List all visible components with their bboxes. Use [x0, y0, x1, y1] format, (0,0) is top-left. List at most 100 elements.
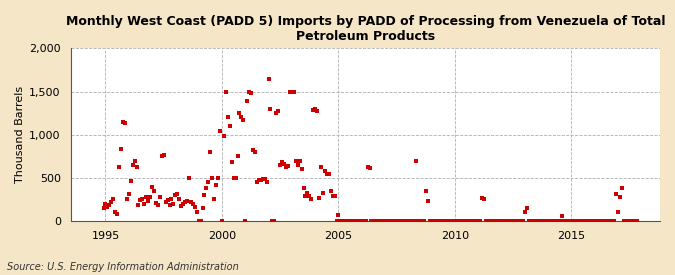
Point — [440, 219, 451, 223]
Point — [547, 219, 558, 223]
Point — [481, 219, 491, 223]
Point — [378, 219, 389, 223]
Point — [316, 165, 327, 170]
Point — [477, 196, 487, 200]
Point — [193, 219, 204, 223]
Text: Source: U.S. Energy Information Administration: Source: U.S. Energy Information Administ… — [7, 262, 238, 272]
Point — [430, 219, 441, 223]
Point — [335, 219, 346, 223]
Point — [504, 219, 515, 223]
Point — [539, 219, 549, 223]
Point — [236, 115, 247, 120]
Point — [362, 165, 373, 170]
Point — [319, 169, 330, 173]
Point — [485, 219, 495, 223]
Point — [174, 197, 185, 202]
Point — [531, 219, 542, 223]
Point — [372, 219, 383, 223]
Point — [487, 219, 497, 223]
Point — [117, 120, 128, 124]
Point — [425, 219, 435, 223]
Point — [403, 219, 414, 223]
Point — [407, 219, 418, 223]
Point — [356, 219, 367, 223]
Point — [512, 219, 522, 223]
Point — [141, 195, 152, 199]
Point — [467, 219, 478, 223]
Point — [454, 219, 464, 223]
Point — [379, 219, 390, 223]
Point — [129, 158, 140, 163]
Point — [119, 121, 130, 126]
Title: Monthly West Coast (PADD 5) Imports by PADD of Processing from Venezuela of Tota: Monthly West Coast (PADD 5) Imports by P… — [65, 15, 665, 43]
Point — [552, 219, 563, 223]
Point — [438, 219, 449, 223]
Point — [213, 176, 223, 180]
Point — [143, 199, 154, 204]
Point — [609, 219, 620, 223]
Point — [603, 219, 614, 223]
Point — [545, 219, 556, 223]
Point — [518, 219, 529, 223]
Point — [527, 219, 538, 223]
Point — [290, 158, 301, 163]
Point — [428, 219, 439, 223]
Point — [203, 180, 214, 184]
Point — [589, 219, 600, 223]
Point — [308, 108, 319, 112]
Point — [146, 185, 157, 189]
Point — [434, 219, 445, 223]
Point — [333, 213, 344, 218]
Point — [541, 219, 551, 223]
Point — [465, 219, 476, 223]
Point — [325, 189, 336, 193]
Point — [226, 160, 237, 164]
Point — [126, 179, 136, 183]
Point — [240, 219, 250, 223]
Point — [113, 165, 124, 170]
Point — [580, 219, 591, 223]
Point — [570, 219, 580, 223]
Point — [551, 219, 562, 223]
Point — [414, 219, 425, 223]
Point — [574, 219, 585, 223]
Point — [549, 219, 560, 223]
Point — [376, 219, 387, 223]
Point — [506, 219, 516, 223]
Point — [190, 205, 200, 209]
Point — [483, 219, 493, 223]
Point — [148, 189, 159, 193]
Point — [510, 219, 520, 223]
Point — [599, 219, 610, 223]
Point — [230, 176, 241, 180]
Point — [591, 219, 602, 223]
Point — [296, 167, 307, 171]
Point — [364, 166, 375, 170]
Point — [421, 189, 431, 193]
Point — [300, 194, 311, 198]
Point — [341, 219, 352, 223]
Point — [564, 219, 575, 223]
Point — [572, 219, 583, 223]
Point — [153, 203, 163, 208]
Point — [176, 204, 186, 208]
Point — [521, 206, 532, 210]
Point — [387, 219, 398, 223]
Point — [211, 183, 221, 187]
Point — [593, 219, 604, 223]
Point — [558, 219, 569, 223]
Point — [133, 203, 144, 208]
Point — [383, 219, 394, 223]
Point — [191, 210, 202, 214]
Point — [525, 219, 536, 223]
Point — [219, 134, 230, 139]
Point — [448, 219, 458, 223]
Point — [410, 158, 421, 163]
Point — [537, 219, 547, 223]
Point — [275, 163, 286, 167]
Point — [560, 219, 571, 223]
Point — [516, 219, 526, 223]
Point — [281, 165, 292, 170]
Point — [607, 219, 618, 223]
Point — [159, 153, 169, 158]
